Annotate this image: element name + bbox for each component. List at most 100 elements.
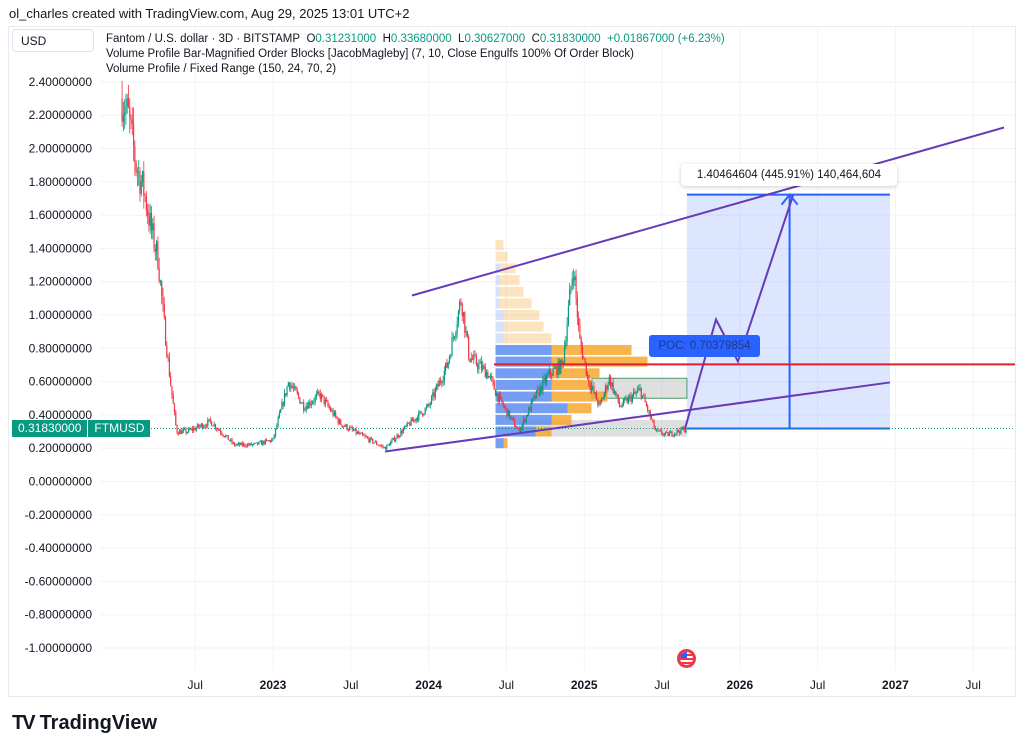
candle-body xyxy=(593,386,595,394)
candle-body xyxy=(272,437,274,440)
close-value: 0.31830000 xyxy=(539,33,601,45)
candle-body xyxy=(283,393,286,406)
candle-body xyxy=(329,407,332,412)
candle-body xyxy=(194,428,196,431)
candle-body xyxy=(262,441,264,445)
candle-body xyxy=(445,362,447,371)
y-tick-label: 1.00000000 xyxy=(29,308,93,322)
candle-body xyxy=(230,439,232,441)
candle-body xyxy=(308,401,310,409)
candle-body xyxy=(173,403,176,413)
candle-body xyxy=(575,276,577,298)
candle-body xyxy=(556,366,558,376)
candle-body xyxy=(182,429,185,431)
symbol-legend[interactable]: Fantom / U.S. dollar · 3D · BITSTAMP O0.… xyxy=(106,32,725,47)
candle-body xyxy=(364,435,366,437)
candle-body xyxy=(214,424,217,429)
candle-body xyxy=(297,393,300,398)
candle-body xyxy=(300,403,302,404)
candle-body xyxy=(459,301,461,311)
tradingview-logo-icon: TV xyxy=(12,712,36,734)
candle-body xyxy=(324,400,327,405)
candle-body xyxy=(508,410,511,419)
candle-body xyxy=(414,419,416,421)
candle-body xyxy=(303,402,305,411)
candle-body xyxy=(477,364,479,370)
poc-label[interactable]: POC: 0.70379854 xyxy=(649,335,760,357)
candle-body xyxy=(415,418,417,421)
candle-body xyxy=(378,445,380,446)
last-price-value: 0.31830000 xyxy=(12,420,88,437)
candle-body xyxy=(234,442,236,446)
change-value: +0.01867000 (+6.23%) xyxy=(607,33,725,45)
candle-body xyxy=(369,437,371,442)
candle-body xyxy=(634,392,636,394)
candle-body xyxy=(649,410,651,418)
candle-body xyxy=(327,401,329,406)
candle-body xyxy=(280,409,282,413)
candle-body xyxy=(680,427,682,434)
candle-body xyxy=(401,430,403,434)
candle-body xyxy=(402,429,405,434)
candle-body xyxy=(254,443,256,444)
us-flag-event-icon[interactable] xyxy=(677,649,696,668)
currency-button[interactable]: USD xyxy=(12,29,94,52)
candle-body xyxy=(673,433,676,436)
candle-body xyxy=(147,210,149,216)
candle-body xyxy=(236,444,238,445)
candle-body xyxy=(563,346,566,363)
candle-body xyxy=(598,401,600,405)
candle-body xyxy=(271,439,273,442)
candle-body xyxy=(145,196,147,211)
candle-body xyxy=(485,372,488,378)
indicator-order-blocks[interactable]: Volume Profile Bar-Magnified Order Block… xyxy=(106,48,634,60)
candle-body xyxy=(240,442,242,446)
candle-body xyxy=(365,436,367,438)
y-tick-label: -0.80000000 xyxy=(25,608,93,622)
candle-body xyxy=(153,223,155,249)
vp-up-bar xyxy=(495,438,504,449)
candle-body xyxy=(540,386,543,392)
price-range-label[interactable]: 1.40464604 (445.91%) 140,464,604 xyxy=(681,164,897,186)
indicator-volume-profile[interactable]: Volume Profile / Fixed Range (150, 24, 7… xyxy=(106,63,337,75)
y-tick-label: 0.00000000 xyxy=(29,475,93,489)
arrow-head-icon xyxy=(780,193,799,206)
candle-body xyxy=(671,431,673,436)
candle-body xyxy=(407,422,410,424)
candle-body xyxy=(209,419,211,422)
candle-body xyxy=(131,119,133,124)
candle-body xyxy=(383,447,385,448)
candle-body xyxy=(314,396,316,402)
candle-body xyxy=(502,402,504,407)
candle-body xyxy=(176,425,178,434)
candle-body xyxy=(514,419,516,427)
candle-body xyxy=(196,424,199,428)
candle-body xyxy=(406,422,408,426)
candle-body xyxy=(529,407,531,411)
candle-body xyxy=(469,358,471,362)
vp-up-bar xyxy=(495,344,552,355)
candle-body xyxy=(278,412,280,419)
candle-body xyxy=(661,430,663,435)
vp-up-bar xyxy=(495,310,504,320)
candle-body xyxy=(149,212,151,226)
candle-body xyxy=(323,396,325,405)
candle-body xyxy=(154,248,156,252)
candle-body xyxy=(624,399,626,400)
candle-body xyxy=(569,289,571,306)
y-tick-label: 1.40000000 xyxy=(29,241,93,255)
x-tick-label: 2025 xyxy=(571,678,598,692)
candle-body xyxy=(511,417,513,418)
candle-body xyxy=(419,411,421,413)
candle-body xyxy=(396,435,398,439)
candle-body xyxy=(633,392,635,396)
candle-body xyxy=(451,337,453,357)
candle-body xyxy=(310,403,312,406)
candle-body xyxy=(670,431,672,433)
candle-body xyxy=(597,400,599,405)
candle-body xyxy=(594,392,596,394)
candle-body xyxy=(653,420,655,428)
candle-body xyxy=(549,369,552,375)
candle-body xyxy=(410,418,412,426)
